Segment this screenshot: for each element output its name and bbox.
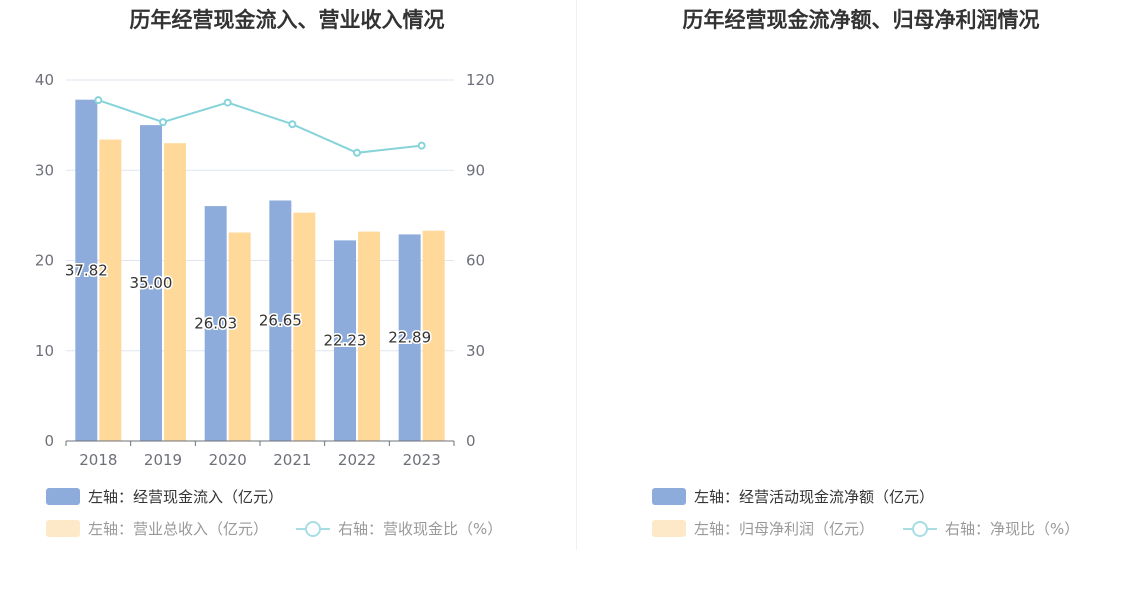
legend-item-ratio[interactable]: 右轴：营收现金比（%） (296, 518, 502, 539)
y-right-tick-label: 0 (466, 432, 476, 450)
x-tick-label: 2022 (338, 451, 376, 469)
x-tick-label: 2020 (209, 451, 247, 469)
ratio-line (98, 99, 422, 154)
y-right-tick-label: 30 (466, 342, 485, 360)
bar-primary (334, 240, 356, 441)
y-left-tick-label: 40 (35, 71, 54, 89)
legend-item-revenue[interactable]: 左轴：营业总收入（亿元） (46, 518, 268, 539)
legend-swatch-bar-orange (652, 520, 686, 537)
legend-label-cash-inflow: 左轴：经营现金流入（亿元） (88, 488, 284, 506)
chart-panel-left: 历年经营现金流入、营业收入情况 40 120 30 90 20 60 10 30 0 0 2018 2… (35, 8, 502, 539)
ratio-point (288, 120, 297, 129)
x-tick-label: 2021 (273, 451, 311, 469)
bar-value-label: 26.03 (194, 315, 237, 333)
chart-title-left: 历年经营现金流入、营业收入情况 (129, 8, 445, 32)
bar-secondary (358, 231, 380, 441)
legend-item-net-ratio[interactable]: 右轴：净现比（%） (903, 518, 1079, 539)
y-right-tick-label: 90 (466, 161, 485, 179)
legend-item-net-cash[interactable]: 左轴：经营活动现金流净额（亿元） (652, 486, 934, 507)
y-left-tick-label: 10 (35, 342, 54, 360)
legend-label-ratio: 右轴：营收现金比（%） (338, 520, 503, 538)
legend-label-net-ratio: 右轴：净现比（%） (945, 520, 1080, 538)
bar-value-label: 35.00 (130, 274, 173, 292)
chart-title-right: 历年经营现金流净额、归母净利润情况 (682, 8, 1040, 32)
chart-svg-left: 40 120 30 90 20 60 10 30 0 0 2018 2019 2020 2021 2022 2… (35, 71, 495, 469)
x-tick-label: 2019 (144, 451, 182, 469)
y-left-tick-label: 20 (35, 252, 54, 270)
bar-secondary (422, 230, 445, 441)
ratio-point (223, 98, 232, 107)
bar-primary (204, 206, 227, 441)
bar-value-label: 22.89 (388, 329, 431, 347)
bar-primary (75, 99, 98, 441)
y-left-tick-label: 0 (44, 432, 54, 450)
bar-primary (269, 200, 292, 441)
legend-line-circle-icon (903, 520, 937, 537)
bar-value-label: 26.65 (259, 312, 302, 330)
legend-label-net-cash: 左轴：经营活动现金流净额（亿元） (694, 488, 935, 506)
chart-panel-right: 历年经营现金流净额、归母净利润情况 1.521011400.57000-0.5-… (574, 0, 1148, 589)
ratio-point (159, 118, 167, 127)
ratio-point (353, 148, 361, 157)
y-left-tick-label: 30 (35, 161, 54, 179)
legend-label-net-profit: 左轴：归母净利润（亿元） (694, 520, 875, 538)
legend-line-circle-icon (296, 520, 330, 537)
bar-secondary (99, 139, 122, 441)
x-tick-label: 2023 (403, 451, 441, 469)
ratio-point (94, 96, 103, 105)
bar-secondary (228, 232, 251, 441)
panel-divider (576, 0, 577, 550)
bar-primary (398, 234, 421, 441)
y-right-tick-label: 60 (466, 252, 485, 270)
y-right-tick-label: 120 (466, 71, 495, 89)
legend-swatch-bar-orange (46, 520, 80, 537)
legend-item-cash-inflow[interactable]: 左轴：经营现金流入（亿元） (46, 486, 283, 507)
legend-item-net-profit[interactable]: 左轴：归母净利润（亿元） (652, 518, 874, 539)
chart-svg-right: 1.521011400.57000-0.5-70-1-140-1.5-21020… (574, 0, 1148, 480)
bar-primary (140, 125, 162, 441)
bar-secondary (164, 143, 186, 442)
bar-secondary (293, 212, 316, 441)
x-tick-label: 2018 (79, 451, 117, 469)
bar-value-label: 22.23 (324, 332, 367, 350)
legend-swatch-bar-blue (652, 488, 686, 505)
legend-swatch-bar-blue (46, 488, 80, 505)
ratio-point (417, 141, 426, 150)
legend-label-revenue: 左轴：营业总收入（亿元） (88, 520, 269, 538)
bar-value-label: 37.82 (65, 261, 108, 279)
